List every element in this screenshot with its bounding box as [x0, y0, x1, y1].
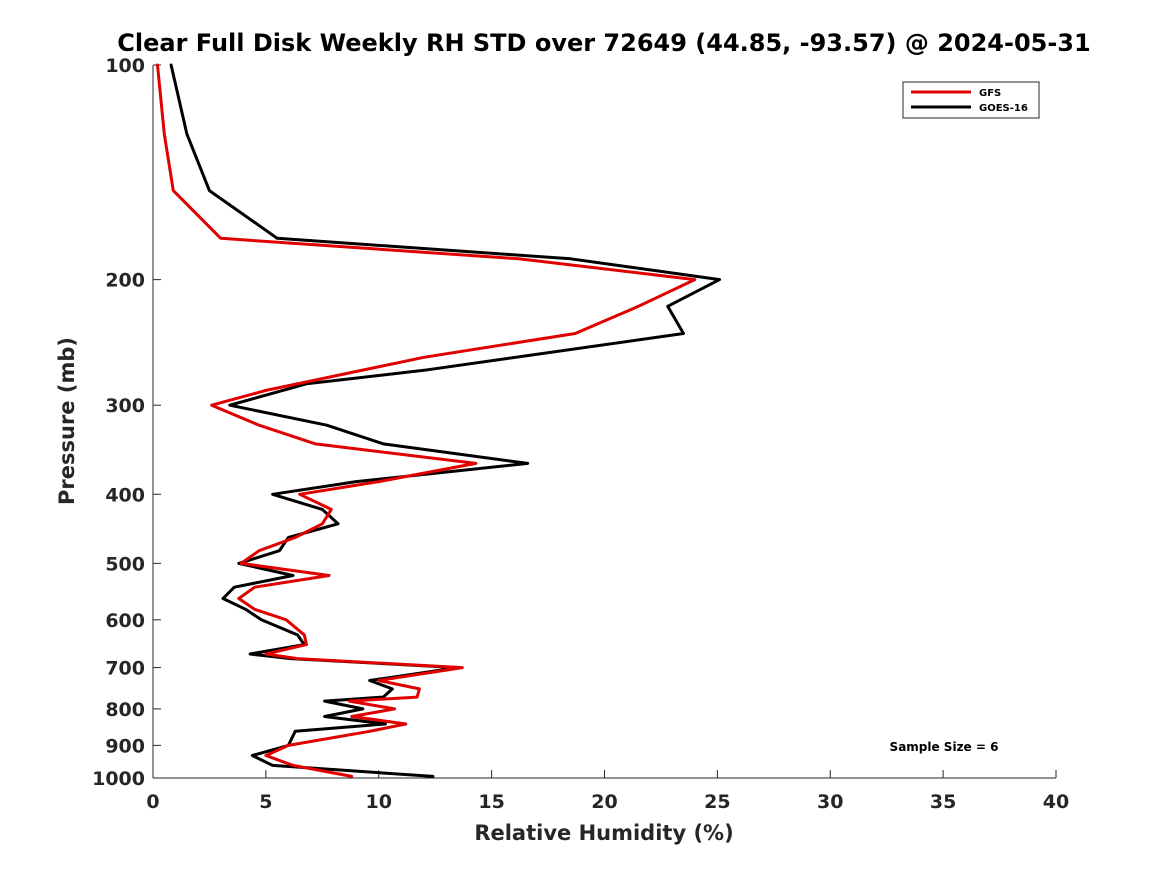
x-tick-label: 40 — [1043, 791, 1069, 813]
y-tick-label: 200 — [105, 270, 145, 292]
sample-size-annotation: Sample Size = 6 — [890, 740, 999, 754]
x-tick-label: 20 — [591, 791, 617, 813]
x-axis-ticks: 0 5 10 15 20 25 30 35 40 — [146, 770, 1069, 813]
series-line-gfs — [156, 63, 697, 778]
y-tick-label: 900 — [105, 735, 145, 757]
y-tick-label: 400 — [105, 484, 145, 506]
y-axis-label: Pressure (mb) — [55, 337, 79, 505]
series-group — [156, 63, 722, 778]
legend-label: GFS — [979, 88, 1001, 99]
x-tick-label: 30 — [817, 791, 843, 813]
x-tick-label: 5 — [259, 791, 272, 813]
x-tick-label: 25 — [704, 791, 730, 813]
x-tick-label: 10 — [366, 791, 392, 813]
x-tick-label: 35 — [930, 791, 956, 813]
y-tick-label: 100 — [105, 55, 145, 77]
legend: GFS GOES-16 — [902, 81, 1040, 119]
y-tick-label: 1000 — [92, 768, 145, 790]
x-tick-label: 0 — [146, 791, 159, 813]
y-tick-label: 800 — [105, 699, 145, 721]
y-tick-label: 600 — [105, 610, 145, 632]
x-tick-label: 15 — [478, 791, 504, 813]
legend-box — [902, 81, 1040, 119]
y-tick-label: 300 — [105, 395, 145, 417]
y-tick-label: 500 — [105, 553, 145, 575]
x-axis-label: Relative Humidity (%) — [474, 821, 733, 845]
y-axis-ticks: 100 200 300 400 500 600 700 800 900 1000 — [92, 55, 161, 790]
legend-label: GOES-16 — [979, 103, 1028, 114]
y-tick-label: 700 — [105, 658, 145, 680]
axes — [152, 65, 1056, 779]
series-line-goes-16 — [169, 63, 722, 778]
chart-title: Clear Full Disk Weekly RH STD over 72649… — [117, 29, 1090, 57]
